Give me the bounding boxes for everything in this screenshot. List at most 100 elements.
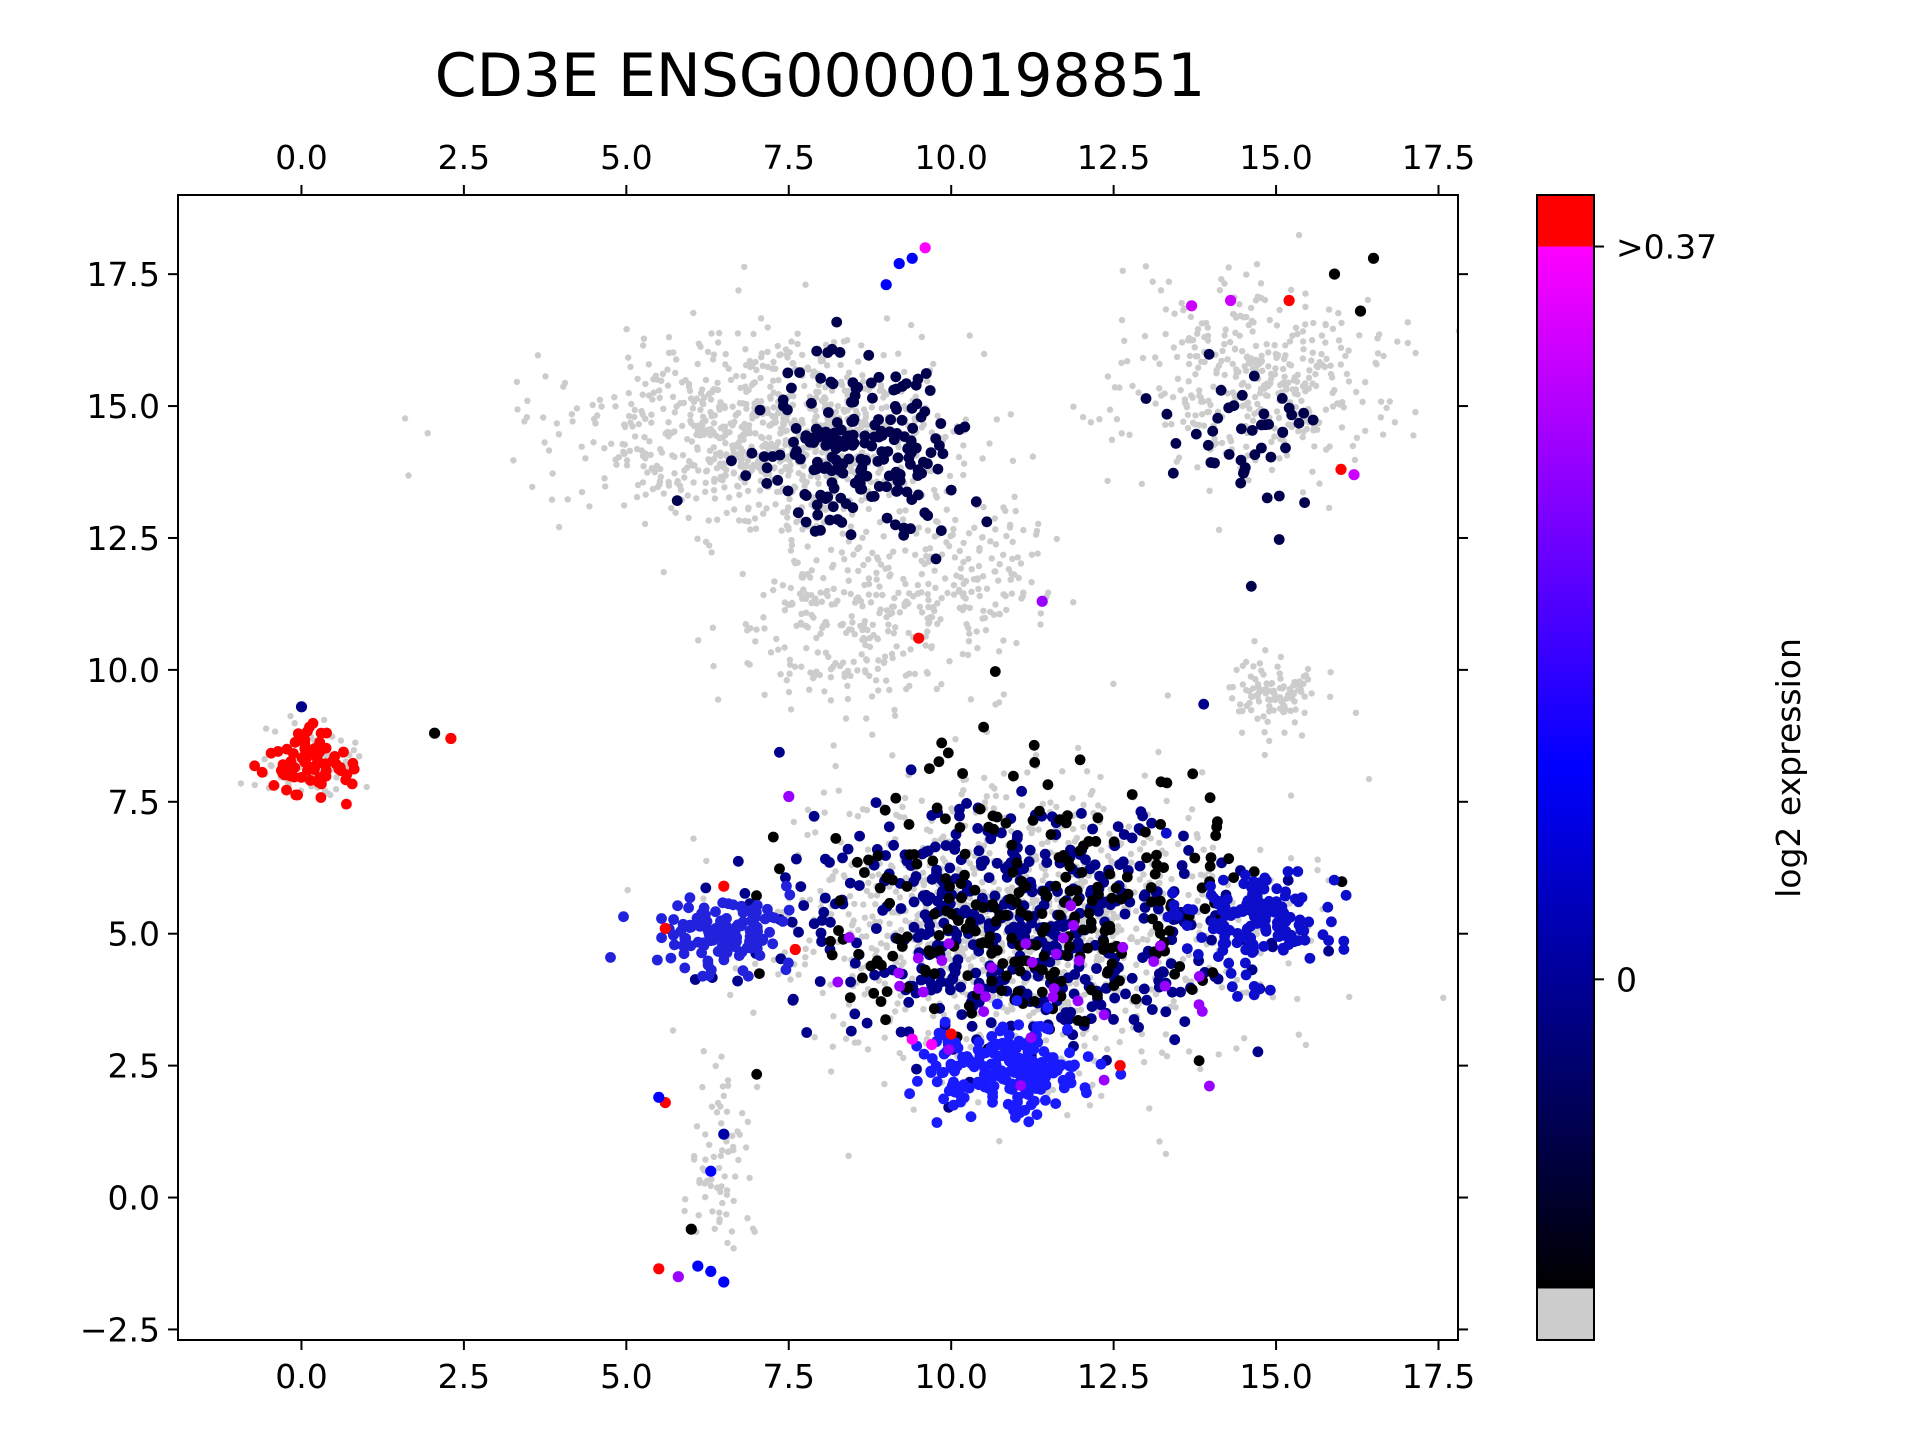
scatter-point-top-right [1302,303,1309,310]
scatter-point-center-bridge [996,561,1003,568]
scatter-point-top-left-mid [877,561,885,568]
scatter-point-7 [789,943,801,956]
scatter-point-main-body [902,874,910,882]
scatter-point-dark-top [800,430,812,441]
scatter-point-top-left [855,358,862,365]
scatter-point-main-body [1138,1048,1145,1055]
scatter-point-blue-main [949,844,961,855]
scatter-point-blue-lower [988,1070,1000,1082]
scatter-point-center-bridge [974,576,981,583]
scatter-point-center-bridge [979,534,986,541]
scatter-point-top-left-mid [813,557,820,564]
scatter-point-top-right [1379,431,1387,438]
scatter-point-top-left-mid [860,634,867,642]
scatter-point-top-left [821,394,828,401]
scatter-point-top-left [573,405,581,412]
scatter-point-blue-main [739,888,751,899]
scatter-point-top-left-mid [695,637,702,644]
scatter-point-blue-left-lobe [717,945,729,956]
scatter-point-blue-main [1267,941,1278,953]
scatter-point-top-right [1257,280,1265,287]
scatter-point-top-left-mid [823,621,831,628]
scatter-point-blue-right-lobe [1248,981,1260,992]
scatter-point-top-right [1189,419,1197,426]
scatter-point-dark-top [740,470,752,481]
scatter-point-top-left-mid [854,667,861,674]
scatter-point-top-right [1178,299,1185,307]
scatter-point-top-left [877,465,884,472]
scatter-point-top-left [694,535,701,542]
scatter-point-blue-right-lobe [1326,916,1337,928]
scatter-point-top-left-mid [922,642,929,649]
scatter-point-magenta-main [843,932,855,943]
scatter-point-right-lobe [1229,683,1237,691]
scatter-point-center-bridge [1009,555,1016,563]
scatter-point-center-bridge [965,555,972,563]
scatter-point-blue-main [949,966,961,978]
scatter-point-main-body [1104,852,1112,860]
scatter-point-right-lobe [1255,698,1263,705]
scatter-point-top-left [725,494,733,501]
scatter-point-black-main [751,890,762,902]
scatter-point-center-bridge [1009,538,1016,546]
scatter-point-center-bridge [968,566,975,573]
scatter-point-right-lobe [1265,696,1272,703]
scatter-point-top-right [1116,384,1123,391]
scatter-point-top-left [901,368,908,376]
scatter-point-black-main [1039,922,1051,934]
scatter-point-black-main [940,873,952,884]
scatter-point-main-body [858,933,866,940]
scatter-point-top-right [1282,342,1289,349]
scatter-point-center-bridge [996,610,1003,618]
scatter-point-blue-left-lobe [684,892,696,904]
scatter-point-black-main [874,882,886,894]
scatter-point-blue-left-lobe [781,880,792,892]
scatter-point-dark-top [932,463,944,475]
scatter-point-top-left [813,413,820,420]
scatter-point-main-body [1314,866,1321,874]
scatter-point-dark-top [970,496,982,508]
scatter-point-top-right [1306,367,1313,374]
scatter-point-black-main [1000,817,1012,829]
scatter-point-top-right [1244,355,1252,362]
scatter-point-top-left-mid [891,712,899,719]
scatter-point-top-left [742,383,749,390]
scatter-point-top-left [775,376,782,384]
scatter-point-top-left [705,456,712,463]
scatter-point-blue-lower [949,1065,960,1077]
scatter-point-22 [880,279,892,291]
scatter-point-top-left-mid [773,635,780,643]
scatter-point-top-left [777,430,784,437]
scatter-point-black-main [966,1007,978,1019]
scatter-point-top-right [1232,373,1240,380]
scatter-point-black-main [892,933,904,945]
scatter-point-black-main [1037,964,1048,976]
scatter-point-top-right [1195,364,1202,371]
scatter-point-dark-top [930,433,942,444]
scatter-point-center-bridge [950,581,958,589]
scatter-point-blue-lower [1019,1104,1031,1116]
scatter-point-main-body [981,774,988,782]
scatter-point-blue-lower [1040,1094,1051,1106]
scatter-point-main-body [1000,770,1008,777]
scatter-point-top-left [735,287,742,294]
scatter-point-top-right [1386,398,1394,405]
scatter-point-right-lobe [1283,695,1290,702]
scatter-point-top-left-mid [840,589,848,596]
scatter-point-main-body [1116,1038,1123,1046]
scatter-point-top-left [699,422,706,429]
scatter-point-28 [718,1276,730,1288]
scatter-point-top-left [787,547,795,554]
scatter-point-main-body [750,1009,757,1016]
scatter-point-top-right [1198,358,1205,365]
scatter-point-blue-right-lobe [1338,935,1350,947]
scatter-point-top-left [830,339,838,346]
scatter-point-main-body [732,965,739,972]
scatter-point-top-left [702,376,710,384]
scatter-point-top-left [930,360,937,368]
scatter-point-top-right [1168,421,1175,428]
scatter-point-black-main [1006,932,1018,944]
scatter-point-blue-main [917,890,929,902]
scatter-point-dark-top [859,430,871,442]
scatter-point-top-right [1316,480,1323,487]
